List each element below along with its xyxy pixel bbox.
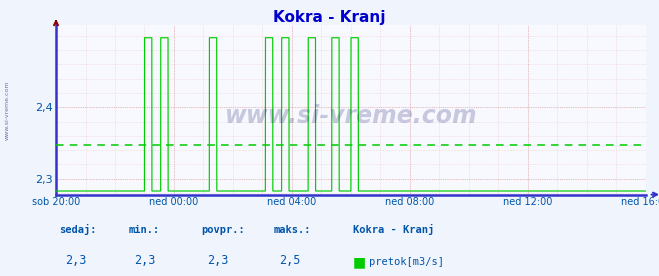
Text: povpr.:: povpr.:	[201, 225, 244, 235]
Text: Kokra - Kranj: Kokra - Kranj	[273, 10, 386, 25]
Text: ■: ■	[353, 255, 366, 269]
Text: 2,3: 2,3	[207, 254, 228, 267]
Text: sedaj:: sedaj:	[59, 224, 97, 235]
Text: pretok[m3/s]: pretok[m3/s]	[369, 257, 444, 267]
Text: min.:: min.:	[129, 225, 159, 235]
Text: 2,3: 2,3	[134, 254, 156, 267]
Text: 2,5: 2,5	[279, 254, 301, 267]
Text: 2,3: 2,3	[65, 254, 86, 267]
Text: maks.:: maks.:	[273, 225, 311, 235]
Text: www.si-vreme.com: www.si-vreme.com	[225, 105, 477, 129]
Text: www.si-vreme.com: www.si-vreme.com	[5, 81, 10, 140]
Text: Kokra - Kranj: Kokra - Kranj	[353, 224, 434, 235]
